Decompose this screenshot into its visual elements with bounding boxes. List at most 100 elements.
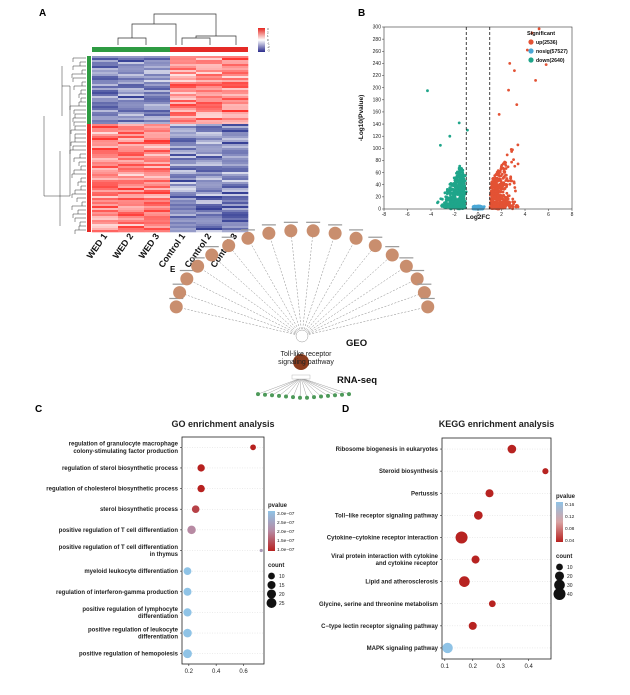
volcano-y-tick: 160 (373, 110, 382, 116)
network-node (284, 224, 298, 238)
heatmap-cell (144, 82, 171, 85)
heatmap-cell (144, 68, 171, 71)
volcano-point-down (449, 204, 453, 208)
volcano-x-tick: -8 (382, 212, 387, 218)
heatmap-cell (196, 182, 223, 185)
heatmap-cell (222, 186, 249, 189)
heatmap-cell (118, 202, 145, 205)
heatmap-cell (196, 122, 223, 125)
heatmap-cell (118, 92, 145, 95)
heatmap-cell (144, 126, 171, 129)
heatmap-cell (222, 110, 249, 113)
heatmap-cell (196, 154, 223, 157)
heatmap-cell (222, 58, 249, 61)
heatmap-cell (196, 150, 223, 153)
volcano-point-up (511, 200, 515, 204)
go-dot (187, 525, 196, 535)
heatmap-cell (170, 168, 197, 171)
heatmap-cell (92, 230, 119, 233)
heatmap-cell (222, 126, 249, 129)
volcano-point-down (442, 205, 446, 209)
volcano-point-down (456, 170, 459, 174)
heatmap-cell (144, 112, 171, 115)
heatmap-cell (144, 220, 171, 223)
heatmap-cell (196, 112, 223, 115)
volcano-point-up (500, 172, 504, 176)
go-count-legend-dot (268, 572, 275, 580)
heatmap-cell (144, 194, 171, 197)
volcano-point-up (497, 198, 501, 202)
volcano-point-up (511, 197, 515, 201)
rnaseq-node (305, 395, 309, 400)
heatmap-cell (92, 192, 119, 195)
kegg-count-legend-dot (554, 579, 565, 591)
heatmap-cell (144, 86, 171, 89)
heatmap-cell (196, 132, 223, 135)
heatmap-cell (196, 222, 223, 225)
volcano-point-up (493, 195, 497, 199)
heatmap-cell (92, 198, 119, 201)
heatmap-cell (144, 132, 171, 135)
heatmap-cell (196, 108, 223, 111)
volcano-point-up (509, 147, 513, 151)
heatmap-cell (222, 136, 249, 139)
heatmap-cell (222, 60, 249, 63)
heatmap-cell (118, 196, 145, 199)
heatmap-cell (118, 66, 145, 69)
heatmap-cell (92, 176, 119, 179)
kegg-x-tick: 0.2 (469, 664, 478, 670)
heatmap-cell (222, 162, 249, 165)
heatmap-cell (222, 56, 249, 59)
heatmap-cell (92, 136, 119, 139)
volcano-y-tick: 200 (373, 85, 382, 91)
heatmap-cell (144, 102, 171, 105)
panel-letter-d: D (342, 404, 349, 415)
heatmap-cell (144, 160, 171, 163)
heatmap-cell (92, 206, 119, 209)
heatmap-cell (170, 92, 197, 95)
volcano-legend: Significant up(2536) nosig(57527) down(2640… (527, 31, 568, 64)
heatmap-cell (196, 198, 223, 201)
heatmap-cell (144, 130, 171, 133)
heatmap-cell (118, 108, 145, 111)
heatmap-cell (196, 230, 223, 233)
row-dendrogram (43, 57, 86, 234)
heatmap-sample-label: WED 1 (85, 231, 110, 260)
heatmap-cell (118, 88, 145, 91)
go-dotplot-panel: GO enrichment analysis 0.2 0.4 0.6 regulatio… (46, 419, 295, 675)
heatmap-cell (118, 142, 145, 145)
heatmap-cell (118, 218, 145, 221)
heatmap-cell (92, 182, 119, 185)
heatmap-cell (222, 146, 249, 149)
heatmap-cell (170, 144, 197, 147)
volcano-point-up (525, 48, 529, 52)
volcano-point-up (493, 185, 496, 189)
volcano-y-tick: 240 (373, 61, 382, 67)
rnaseq-network-edges (257, 377, 350, 398)
heatmap-cell (170, 170, 197, 173)
heatmap-cell (222, 168, 249, 171)
heatmap-cell (92, 110, 119, 113)
heatmap-cell (92, 94, 119, 97)
heatmap-cell (196, 166, 223, 169)
heatmap-cell (222, 144, 249, 147)
heatmap-cell (92, 74, 119, 77)
heatmap-cell (222, 154, 249, 157)
volcano-point-up (495, 186, 498, 190)
volcano-point-up (493, 202, 497, 206)
kegg-pvalue-tick: 0.16 (565, 502, 575, 508)
heatmap-cell (170, 100, 197, 103)
heatmap-cell (144, 212, 171, 215)
go-x-tick: 0.6 (239, 669, 248, 675)
go-dot (259, 548, 263, 553)
heatmap-cell (196, 168, 223, 171)
go-term-label: regulation of granulocyte macrophage colo… (69, 442, 179, 455)
heatmap-cell (196, 116, 223, 119)
heatmap-cell (222, 134, 249, 137)
heatmap-cell (92, 118, 119, 121)
heatmap-sample-label: WED 2 (111, 231, 136, 260)
volcano-point-up (497, 186, 501, 190)
heatmap-cell (196, 186, 223, 189)
heatmap-cell (222, 128, 249, 131)
heatmap-cell (92, 146, 119, 149)
